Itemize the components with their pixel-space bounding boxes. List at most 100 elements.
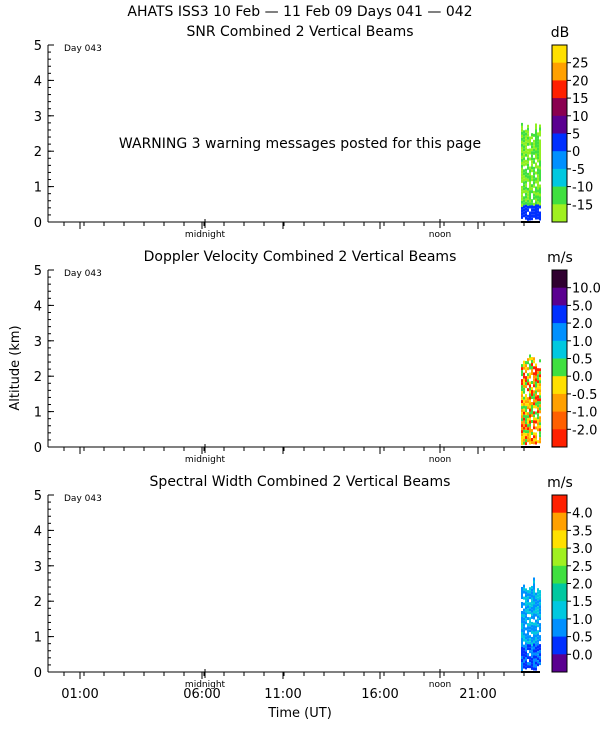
data-cell (525, 213, 527, 217)
panel-title: SNR Combined 2 Vertical Beams (186, 24, 413, 40)
data-cell (535, 162, 537, 166)
data-cell (529, 139, 531, 143)
data-cell (525, 433, 527, 437)
data-cell (531, 154, 533, 158)
data-cell (521, 668, 523, 671)
data-cell (529, 148, 531, 152)
colorbar-swatch (552, 98, 567, 117)
data-cell (527, 412, 529, 416)
data-cell (537, 425, 539, 429)
data-cell (539, 590, 541, 594)
y-tick-label: 3 (34, 110, 42, 125)
data-cell (521, 370, 523, 374)
data-cell (527, 647, 529, 651)
colorbar-swatch (552, 512, 567, 531)
data-cell (539, 127, 541, 131)
data-cell (535, 664, 537, 668)
data-cell (527, 644, 529, 648)
data-cell (533, 438, 535, 442)
data-cell (527, 163, 529, 167)
data-cell (531, 411, 533, 414)
colorbar-swatch (552, 548, 567, 567)
colorbar-swatch (552, 340, 567, 359)
data-cell (537, 404, 539, 408)
data-cell (539, 431, 541, 435)
data-cell (531, 366, 533, 369)
data-cell (529, 665, 531, 669)
colorbar-label: -2.0 (572, 423, 597, 438)
data-cell (521, 439, 523, 443)
data-cell (525, 385, 527, 389)
data-cell (539, 359, 541, 363)
data-cell (537, 395, 539, 399)
data-cell (525, 415, 527, 419)
colorbar-units: dB (551, 25, 570, 41)
colorbar-label: 1.0 (572, 613, 593, 628)
data-cell (531, 585, 533, 589)
data-cell (539, 425, 541, 429)
data-cell (525, 648, 527, 652)
colorbar-label: 0 (572, 145, 580, 160)
data-cell (525, 663, 527, 667)
data-cell (535, 658, 537, 662)
data-cell (531, 372, 533, 375)
data-cell (535, 426, 537, 430)
data-cell (529, 626, 531, 630)
data-cell (525, 132, 527, 136)
data-cell (525, 207, 527, 211)
data-cell (535, 384, 537, 388)
data-cell (537, 419, 539, 423)
data-cell (527, 617, 529, 621)
data-cell (521, 128, 523, 132)
data-cell (523, 647, 525, 651)
data-cell (535, 375, 537, 379)
data-cell (525, 594, 527, 598)
data-cell (533, 589, 535, 593)
data-cell (539, 401, 541, 405)
data-cell (525, 168, 527, 172)
data-cell (535, 135, 537, 139)
data-cell (523, 178, 525, 182)
data-cell (533, 640, 535, 644)
data-cell (521, 638, 523, 641)
data-region (521, 122, 541, 221)
data-cell (529, 390, 531, 394)
data-cell (521, 191, 523, 195)
data-cell (527, 148, 529, 152)
panel-title: Spectral Width Combined 2 Vertical Beams (150, 474, 451, 490)
data-cell (535, 598, 537, 602)
data-cell (539, 184, 541, 188)
data-cell (523, 199, 525, 203)
data-cell (533, 205, 535, 209)
data-cell (533, 196, 535, 200)
data-cell (529, 381, 531, 385)
data-cell (539, 205, 541, 209)
data-cell (531, 145, 533, 149)
data-cell (527, 127, 529, 131)
data-cell (525, 627, 527, 631)
data-cell (539, 169, 541, 173)
data-cell (521, 146, 523, 150)
data-cell (525, 186, 527, 190)
data-cell (535, 192, 537, 196)
data-cell (533, 592, 535, 596)
colorbar-label: 0.0 (572, 648, 593, 663)
data-cell (529, 638, 531, 642)
data-cell (537, 600, 539, 604)
data-cell (537, 204, 539, 208)
data-cell (529, 432, 531, 436)
data-cell (523, 408, 525, 412)
data-cell (527, 611, 529, 615)
data-cell (525, 367, 527, 371)
data-cell (533, 655, 535, 659)
data-cell (535, 210, 537, 214)
data-cell (529, 396, 531, 400)
data-cell (539, 154, 541, 158)
data-cell (537, 651, 539, 655)
data-cell (535, 396, 537, 400)
colorbar-label: 5.0 (572, 299, 593, 314)
data-cell (531, 606, 533, 610)
data-cell (539, 419, 541, 423)
data-cell (529, 193, 531, 197)
data-cell (537, 630, 539, 634)
